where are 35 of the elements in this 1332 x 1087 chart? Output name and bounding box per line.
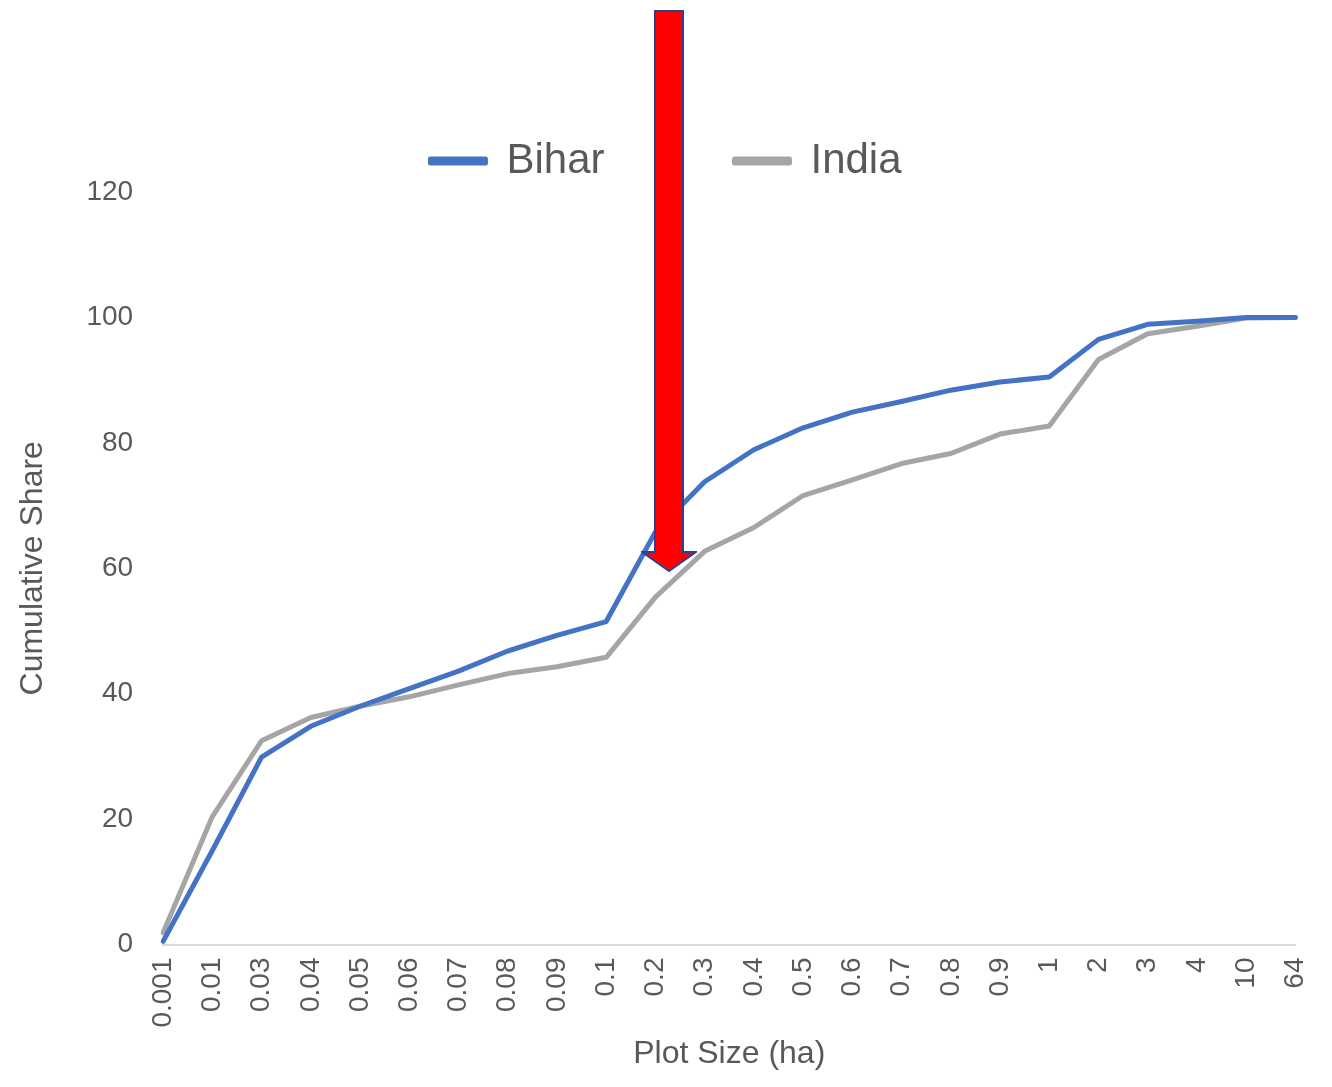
x-tick-label: 0.9 bbox=[982, 957, 1014, 997]
x-tick-label: 0.07 bbox=[441, 957, 473, 1013]
y-tick-label: 20 bbox=[101, 801, 134, 833]
legend-label: Bihar bbox=[506, 134, 605, 182]
x-tick-label: 64 bbox=[1278, 957, 1310, 989]
x-tick-label: 0.05 bbox=[342, 957, 374, 1013]
x-tick-label: 0.04 bbox=[293, 957, 325, 1013]
x-tick-label: 0.4 bbox=[736, 957, 768, 997]
y-tick-label: 100 bbox=[86, 300, 134, 332]
y-axis-title: Cumulative Share bbox=[13, 441, 50, 696]
x-tick-label: 0.06 bbox=[391, 957, 423, 1013]
y-tick-label: 80 bbox=[101, 425, 134, 457]
x-tick-label: 0.7 bbox=[884, 957, 916, 997]
y-tick-label: 60 bbox=[101, 550, 134, 582]
x-tick-label: 0.8 bbox=[933, 957, 965, 997]
x-tick-label: 0.01 bbox=[195, 957, 227, 1013]
x-tick-label: 0.3 bbox=[687, 957, 719, 997]
legend-label: India bbox=[810, 134, 903, 182]
x-tick-label: 0.1 bbox=[588, 957, 620, 997]
x-tick-label: 0.09 bbox=[539, 957, 571, 1013]
x-tick-label: 4 bbox=[1179, 957, 1211, 974]
x-tick-label: 0.03 bbox=[244, 957, 276, 1013]
x-tick-label: 0.5 bbox=[785, 957, 817, 997]
y-tick-label: 40 bbox=[101, 676, 134, 708]
x-tick-label: 2 bbox=[1081, 957, 1113, 974]
x-axis-title: Plot Size (ha) bbox=[633, 1033, 826, 1070]
y-tick-label: 120 bbox=[86, 174, 134, 206]
y-tick-label: 0 bbox=[117, 927, 134, 959]
x-tick-label: 3 bbox=[1130, 957, 1162, 974]
x-tick-label: 0.2 bbox=[638, 957, 670, 997]
x-tick-label: 0.6 bbox=[835, 957, 867, 997]
x-tick-label: 10 bbox=[1228, 957, 1260, 989]
x-tick-label: 0.001 bbox=[145, 957, 177, 1028]
x-tick-label: 0.08 bbox=[490, 957, 522, 1013]
x-tick-label: 1 bbox=[1031, 957, 1063, 974]
